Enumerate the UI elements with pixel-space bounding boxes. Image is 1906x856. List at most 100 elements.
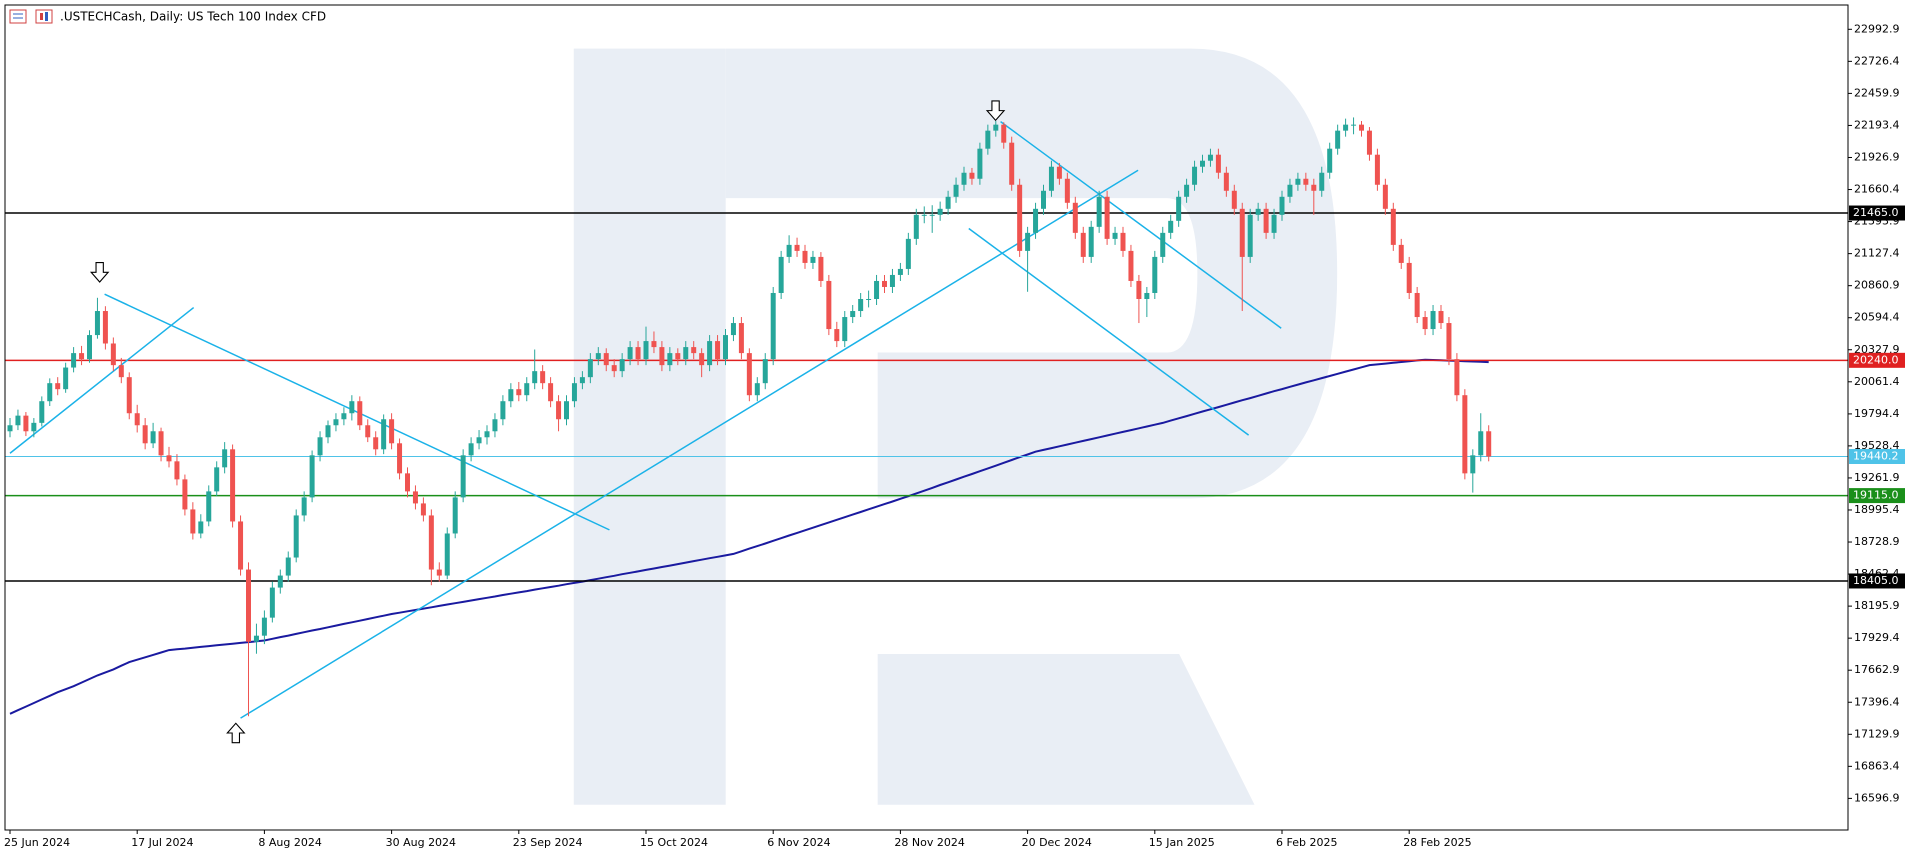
trendline bbox=[968, 227, 1250, 436]
y-tick-label: 16863.4 bbox=[1854, 759, 1900, 772]
x-tick-label: 28 Nov 2024 bbox=[894, 836, 964, 849]
x-tick-label: 6 Nov 2024 bbox=[767, 836, 830, 849]
candle-body bbox=[1446, 323, 1452, 360]
candle-body bbox=[699, 353, 705, 366]
candle-body bbox=[15, 415, 21, 426]
candle-body bbox=[1430, 311, 1436, 330]
watermark bbox=[573, 48, 1338, 805]
y-tick-label: 21127.4 bbox=[1854, 247, 1900, 260]
candle-body bbox=[1033, 208, 1039, 233]
candle-body bbox=[905, 238, 911, 269]
candle-body bbox=[357, 401, 363, 426]
candle-body bbox=[110, 343, 116, 366]
candle-body bbox=[762, 359, 768, 384]
candle-body bbox=[810, 256, 816, 263]
candle-body bbox=[1351, 124, 1357, 126]
candle-body bbox=[1223, 172, 1229, 191]
chart-title: .USTECHCash, Daily: US Tech 100 Index CF… bbox=[60, 10, 326, 24]
candle-body bbox=[1048, 166, 1054, 191]
candle-body bbox=[977, 148, 983, 179]
candle-body bbox=[548, 383, 554, 402]
candle-body bbox=[1359, 124, 1364, 131]
candle-body bbox=[1295, 178, 1301, 185]
candle-body bbox=[55, 383, 61, 390]
candle-body bbox=[1390, 208, 1396, 245]
candle-body bbox=[325, 425, 331, 438]
candle-body bbox=[1478, 431, 1484, 456]
arrow-up bbox=[226, 722, 246, 744]
candle-body bbox=[564, 401, 569, 420]
candle-body bbox=[913, 214, 919, 239]
candle-body bbox=[1239, 208, 1245, 257]
level-label: 21465.0 bbox=[1853, 206, 1899, 219]
candle-body bbox=[246, 569, 251, 642]
candle-body bbox=[39, 401, 45, 423]
candle-body bbox=[1343, 124, 1349, 131]
candle-body bbox=[1009, 142, 1015, 185]
level-label-box bbox=[1849, 448, 1905, 464]
candle-body bbox=[1200, 160, 1205, 167]
x-tick-label: 23 Sep 2024 bbox=[513, 836, 583, 849]
candle-body bbox=[897, 268, 903, 275]
candle-body bbox=[611, 365, 617, 372]
candle-body bbox=[1231, 190, 1237, 209]
y-tick-label: 20327.9 bbox=[1854, 343, 1900, 356]
y-tick-label: 18195.9 bbox=[1854, 599, 1900, 612]
candle-body bbox=[1152, 256, 1158, 293]
candle-body bbox=[882, 280, 887, 287]
candle-body bbox=[309, 455, 315, 498]
candle-body bbox=[1327, 148, 1333, 173]
candle-body bbox=[667, 353, 673, 366]
candle-body bbox=[428, 515, 434, 570]
level-label-box bbox=[1849, 488, 1905, 504]
candle-body bbox=[1454, 359, 1460, 396]
candle-body bbox=[1215, 154, 1221, 173]
candle-body bbox=[516, 389, 522, 396]
candle-body bbox=[1017, 184, 1023, 251]
candle-body bbox=[317, 437, 323, 456]
candle-body bbox=[675, 353, 681, 360]
candle-body bbox=[969, 172, 975, 179]
y-tick-label: 21926.9 bbox=[1854, 150, 1900, 163]
candle-body bbox=[349, 401, 355, 414]
candle-body bbox=[1311, 184, 1317, 191]
candle-body bbox=[1462, 395, 1468, 474]
level-label: 18405.0 bbox=[1853, 574, 1899, 587]
x-tick-label: 20 Dec 2024 bbox=[1022, 836, 1092, 849]
arrow-down bbox=[89, 262, 110, 283]
candle-body bbox=[1001, 124, 1007, 143]
plot-frame bbox=[4, 4, 1849, 831]
arrows bbox=[89, 100, 1006, 744]
arrow-down bbox=[985, 100, 1006, 122]
candle-body bbox=[524, 383, 530, 396]
icon bbox=[45, 12, 48, 21]
candle-body bbox=[1366, 130, 1372, 155]
candle-body bbox=[1056, 166, 1062, 179]
candle-body bbox=[1112, 232, 1118, 239]
candle-body bbox=[1374, 154, 1380, 185]
candle-body bbox=[365, 425, 371, 438]
candle-body bbox=[1064, 178, 1070, 203]
candle-body bbox=[1104, 196, 1110, 239]
y-tick-label: 22459.9 bbox=[1854, 86, 1900, 99]
candle-body bbox=[230, 449, 236, 522]
candle-body bbox=[754, 383, 760, 396]
candle-body bbox=[993, 124, 999, 131]
candle-body bbox=[405, 473, 410, 492]
level-label: 19440.2 bbox=[1853, 449, 1899, 462]
level-label-box bbox=[1849, 352, 1905, 368]
candle-body bbox=[1271, 214, 1277, 233]
candle-body bbox=[94, 311, 100, 336]
y-tick-label: 17396.4 bbox=[1854, 695, 1900, 708]
candle-body bbox=[556, 401, 562, 420]
icon bbox=[40, 13, 43, 20]
candle-body bbox=[1120, 232, 1126, 251]
candle-body bbox=[476, 437, 482, 444]
candle-body bbox=[540, 371, 546, 384]
y-tick-label: 17929.4 bbox=[1854, 631, 1900, 644]
candle-body bbox=[595, 353, 601, 360]
candle-body bbox=[460, 455, 466, 498]
candle-body bbox=[1088, 226, 1094, 257]
candle-body bbox=[79, 353, 85, 360]
candle-body bbox=[723, 335, 728, 360]
